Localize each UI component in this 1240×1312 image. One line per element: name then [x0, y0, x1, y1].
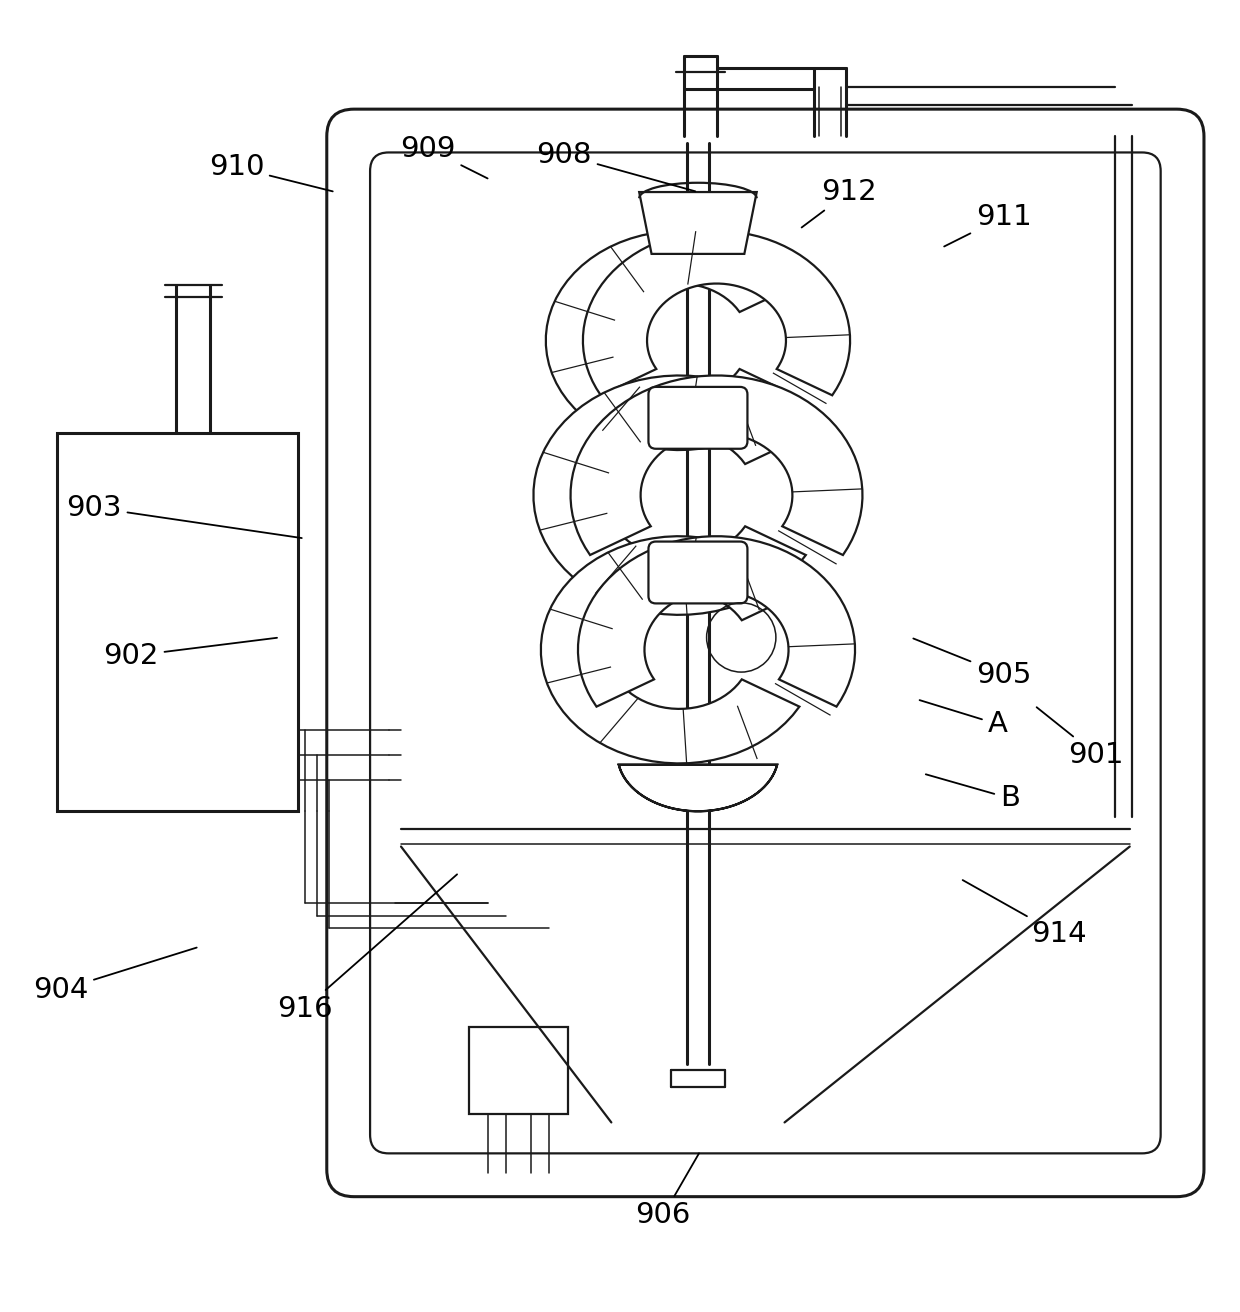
Bar [469, 1027, 568, 1114]
Polygon shape [570, 375, 863, 555]
FancyBboxPatch shape [649, 542, 748, 604]
Text: 916: 916 [277, 874, 458, 1022]
Text: 908: 908 [537, 140, 696, 192]
Text: B: B [926, 774, 1019, 812]
Text: 909: 909 [401, 135, 487, 178]
Text: A: A [920, 701, 1007, 739]
Polygon shape [546, 231, 795, 450]
Text: 912: 912 [801, 178, 877, 227]
Text: 901: 901 [1037, 707, 1125, 769]
FancyBboxPatch shape [649, 387, 748, 449]
Text: 905: 905 [914, 639, 1032, 689]
Text: 906: 906 [636, 1153, 699, 1229]
Polygon shape [619, 765, 777, 811]
Polygon shape [639, 192, 756, 255]
FancyBboxPatch shape [327, 109, 1204, 1197]
Text: 910: 910 [208, 154, 332, 192]
Polygon shape [578, 537, 856, 707]
Text: 902: 902 [104, 638, 277, 670]
Polygon shape [533, 375, 806, 615]
Polygon shape [583, 231, 851, 395]
Text: 911: 911 [944, 203, 1032, 247]
Text: 914: 914 [962, 880, 1087, 949]
Bar [57, 433, 299, 811]
Polygon shape [541, 537, 800, 764]
Text: 903: 903 [67, 493, 301, 538]
Text: 904: 904 [33, 947, 197, 1004]
